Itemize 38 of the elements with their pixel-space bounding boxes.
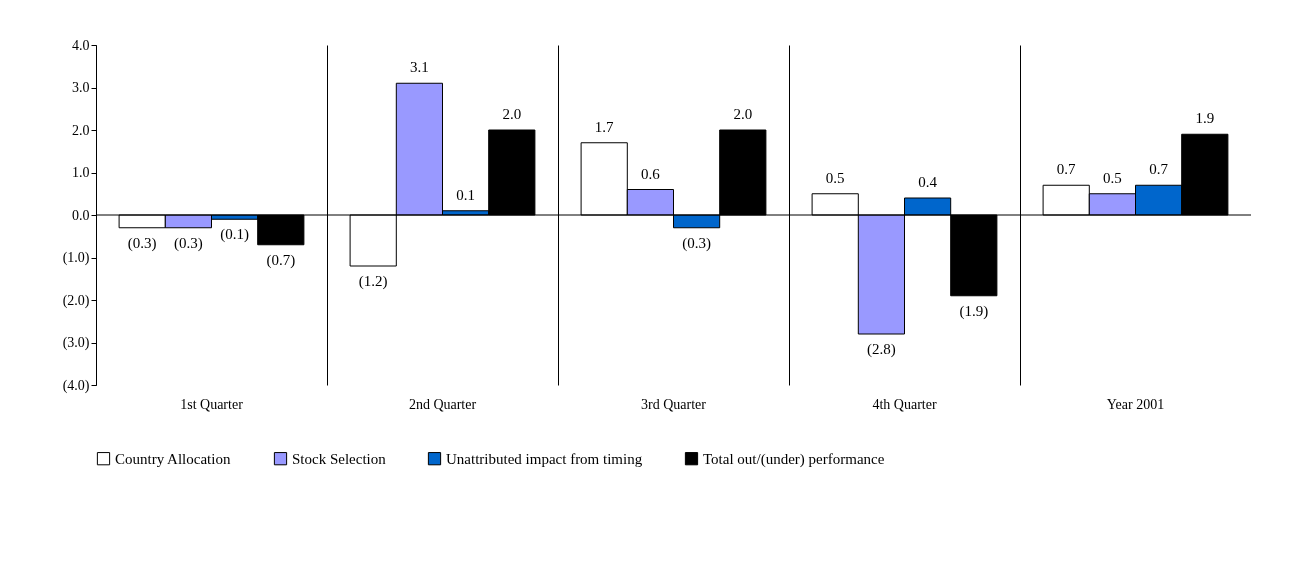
data-label: 2.0 <box>733 106 753 122</box>
y-tick-label: 2.0 <box>72 122 90 138</box>
y-tick-label: (4.0) <box>62 377 90 394</box>
legend-label: Total out/(under) performance <box>703 450 885 468</box>
data-label: (0.1) <box>220 226 249 244</box>
data-label: 3.1 <box>410 59 429 76</box>
data-label: 0.6 <box>641 165 661 182</box>
data-label: 1.7 <box>594 118 615 135</box>
data-label: 0.7 <box>1149 161 1169 178</box>
data-label: 0.5 <box>1103 169 1122 186</box>
data-label: 0.5 <box>825 169 845 186</box>
x-tick-label: Year 2001 <box>1106 396 1165 412</box>
data-label: (1.9) <box>959 302 989 320</box>
data-label: (2.8) <box>867 341 896 358</box>
data-label: 1.9 <box>1195 110 1215 127</box>
y-tick-label: 3.0 <box>72 80 90 95</box>
data-label: (1.2) <box>358 273 388 290</box>
y-tick-label: (2.0) <box>62 292 90 309</box>
legend-label: Unattributed impact from timing <box>446 450 643 467</box>
y-tick-label: 4.0 <box>72 37 90 53</box>
y-tick-label: 1.0 <box>72 165 90 180</box>
y-tick-label: (3.0) <box>62 335 90 351</box>
data-label: 0.1 <box>456 186 475 203</box>
legend-label: Country Allocation <box>115 450 231 467</box>
x-tick-label: 4th Quarter <box>872 396 937 412</box>
data-label: 0.4 <box>918 174 938 190</box>
legend-label: Stock Selection <box>292 450 387 467</box>
data-label: 2.0 <box>502 106 522 122</box>
x-tick-label: 1st Quarter <box>180 396 244 412</box>
x-tick-label: 3rd Quarter <box>641 396 707 412</box>
x-tick-label: 2nd Quarter <box>408 396 477 412</box>
data-label: (0.3) <box>174 234 203 252</box>
data-label: (0.3) <box>682 234 711 252</box>
data-label: (0.7) <box>266 251 296 269</box>
y-tick-label: 0.0 <box>72 207 90 223</box>
y-tick-label: (1.0) <box>62 250 90 266</box>
data-label: 0.7 <box>1056 161 1077 178</box>
data-label: (0.3) <box>127 234 157 252</box>
